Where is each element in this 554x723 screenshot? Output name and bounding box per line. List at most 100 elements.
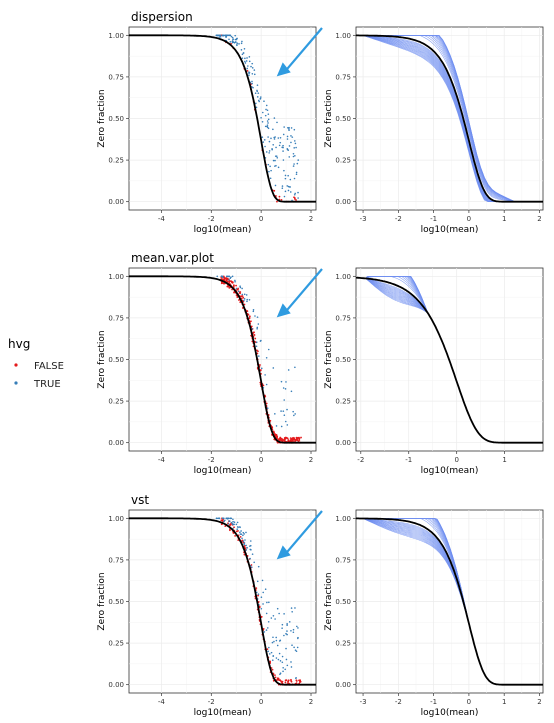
point-true bbox=[259, 98, 262, 100]
point-true bbox=[270, 651, 273, 654]
point-true bbox=[272, 655, 275, 657]
point-true bbox=[256, 316, 259, 318]
point-true bbox=[277, 658, 280, 661]
point-true bbox=[266, 125, 268, 128]
legend: hvg FALSE TRUE bbox=[8, 337, 64, 390]
x-tick-label: 0 bbox=[454, 456, 458, 464]
point-true bbox=[244, 60, 246, 63]
point-true bbox=[281, 185, 284, 187]
y-axis-title: Zero fraction bbox=[97, 572, 107, 630]
point-true bbox=[229, 41, 232, 43]
point-true bbox=[240, 530, 242, 532]
point-false bbox=[300, 436, 302, 439]
point-true bbox=[282, 667, 284, 669]
point-true bbox=[277, 137, 280, 139]
y-tick-label: 0.75 bbox=[108, 556, 124, 564]
point-false bbox=[299, 681, 301, 684]
y-tick-label: 1.00 bbox=[108, 32, 124, 40]
panel-title: dispersion bbox=[131, 10, 193, 24]
point-false bbox=[235, 530, 238, 533]
point-true bbox=[274, 159, 276, 162]
point-true bbox=[282, 144, 284, 147]
point-true bbox=[242, 534, 244, 537]
point-false bbox=[260, 615, 263, 618]
point-true bbox=[252, 308, 255, 311]
point-true bbox=[294, 142, 297, 145]
point-true bbox=[222, 34, 225, 37]
point-true bbox=[265, 356, 268, 359]
x-tick-label: 0 bbox=[467, 698, 471, 706]
y-tick-label: 0.75 bbox=[108, 314, 124, 322]
point-false bbox=[227, 285, 230, 288]
point-true bbox=[286, 624, 288, 626]
point-true bbox=[225, 517, 228, 520]
point-false bbox=[239, 295, 242, 298]
point-false bbox=[280, 198, 283, 201]
point-true bbox=[217, 34, 219, 37]
point-true bbox=[241, 293, 244, 296]
point-true bbox=[244, 62, 247, 64]
point-true bbox=[286, 630, 288, 632]
point-false bbox=[224, 525, 227, 527]
point-true bbox=[289, 178, 292, 181]
point-true bbox=[273, 640, 275, 643]
point-true bbox=[286, 664, 289, 667]
y-tick-label: 0.50 bbox=[108, 115, 124, 123]
point-false bbox=[298, 439, 301, 442]
point-true bbox=[272, 636, 274, 639]
point-false bbox=[299, 679, 301, 682]
point-true bbox=[256, 327, 258, 330]
point-true bbox=[291, 610, 293, 613]
point-false bbox=[262, 627, 265, 630]
point-true bbox=[294, 649, 297, 651]
point-false bbox=[297, 436, 299, 439]
point-true bbox=[272, 128, 274, 131]
point-true bbox=[289, 191, 292, 193]
point-true bbox=[228, 520, 230, 522]
point-true bbox=[283, 414, 286, 417]
x-axis-title: log10(mean) bbox=[421, 225, 479, 235]
panel-2: -3 -2 -1 0 1 2 0.00 0.25 0.50 0.75 1.00 log10(mean)… bbox=[324, 26, 544, 235]
point-true bbox=[282, 387, 285, 389]
x-axis-title: log10(mean) bbox=[194, 466, 252, 476]
y-tick-label: 1.00 bbox=[108, 273, 124, 281]
x-tick-label: -2 bbox=[357, 456, 364, 464]
point-true bbox=[283, 126, 285, 128]
point-true bbox=[255, 341, 258, 343]
point-false bbox=[290, 680, 292, 682]
x-tick-label: 2 bbox=[537, 215, 541, 223]
point-false bbox=[224, 277, 227, 280]
point-true bbox=[261, 136, 264, 138]
point-true bbox=[277, 166, 280, 169]
point-true bbox=[290, 630, 292, 632]
point-true bbox=[282, 410, 285, 412]
x-tick-label: -1 bbox=[430, 698, 437, 706]
x-tick-label: -1 bbox=[430, 215, 437, 223]
point-true bbox=[264, 588, 267, 591]
point-true bbox=[297, 191, 299, 194]
point-true bbox=[257, 565, 260, 568]
point-true bbox=[279, 141, 282, 144]
point-true bbox=[263, 631, 266, 633]
point-false bbox=[295, 682, 298, 685]
point-true bbox=[273, 138, 276, 140]
point-true bbox=[268, 140, 271, 143]
point-false bbox=[276, 200, 278, 203]
point-true bbox=[281, 623, 284, 626]
point-false bbox=[273, 189, 276, 192]
point-false bbox=[257, 350, 259, 353]
point-true bbox=[293, 177, 296, 180]
x-tick-label: -2 bbox=[208, 456, 215, 464]
point-true bbox=[292, 155, 295, 158]
point-false bbox=[294, 198, 296, 200]
y-tick-label: 0.75 bbox=[335, 73, 351, 81]
x-tick-label: -3 bbox=[360, 215, 367, 223]
point-false bbox=[266, 648, 269, 651]
point-true bbox=[293, 128, 296, 131]
point-true bbox=[239, 526, 241, 528]
point-true bbox=[234, 280, 236, 283]
point-true bbox=[272, 614, 275, 617]
point-true bbox=[267, 348, 270, 351]
panel-4: -2 -1 0 1 0.00 0.25 0.50 0.75 1.00 log10(mean) Zer… bbox=[324, 267, 544, 476]
y-tick-label: 0.00 bbox=[108, 198, 124, 206]
